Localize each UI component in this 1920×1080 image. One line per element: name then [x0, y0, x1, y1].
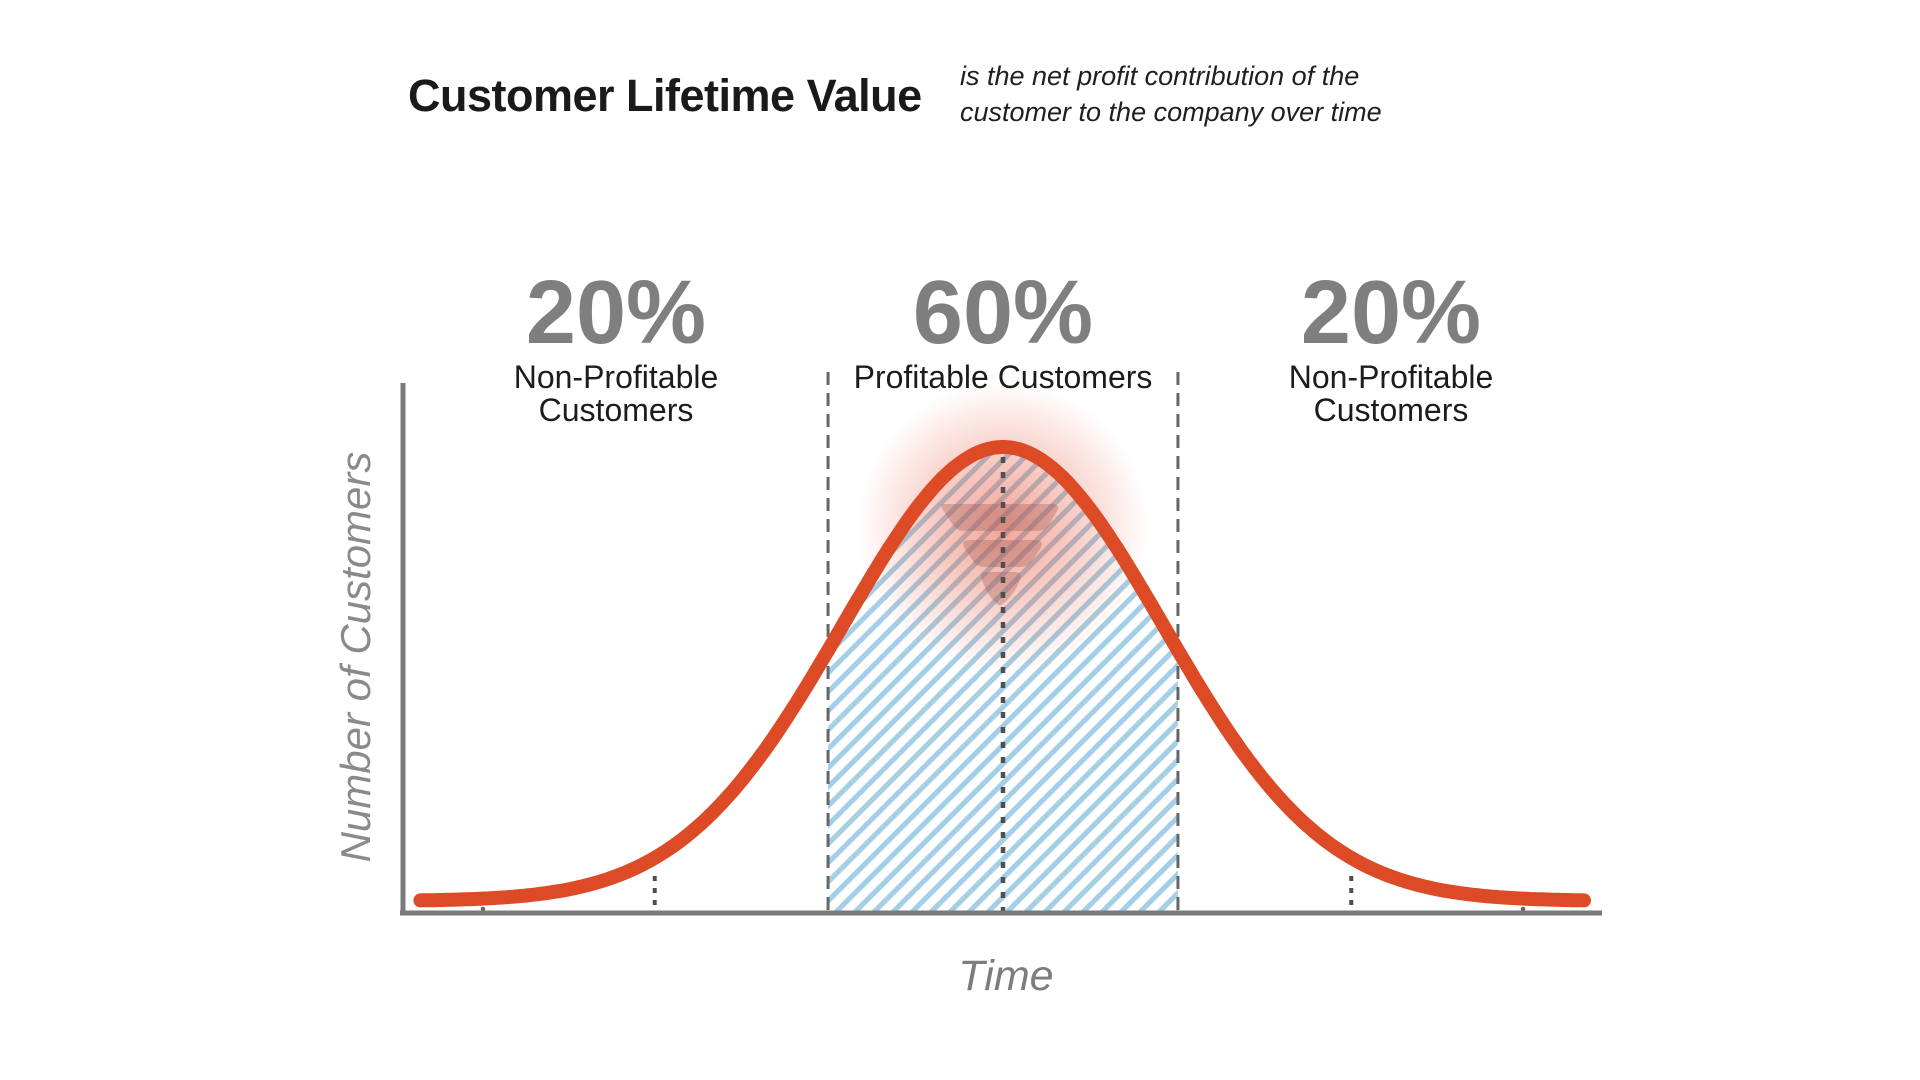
- segment-middle-percent: 60%: [912, 263, 1094, 363]
- peak-glow: [857, 382, 1149, 674]
- segment-left-heading: 20% Non-Profitable Customers: [514, 268, 719, 427]
- segment-left-label-line2: Customers: [538, 392, 694, 428]
- segment-left-label: Non-Profitable Customers: [514, 361, 719, 427]
- segment-right-label: Non-Profitable Customers: [1289, 361, 1494, 427]
- subtitle-line-1: is the net profit contribution of the: [960, 61, 1360, 91]
- x-axis-label: Time: [958, 952, 1054, 1000]
- bell-curve: [413, 440, 1591, 908]
- segment-left-percent: 20%: [525, 263, 707, 363]
- segment-left-label-line1: Non-Profitable: [513, 359, 719, 395]
- segment-right-label-line2: Customers: [1313, 392, 1469, 428]
- subtitle: is the net profit contribution of the cu…: [960, 58, 1382, 130]
- segment-right-percent: 20%: [1300, 263, 1482, 363]
- page-title: Customer Lifetime Value: [408, 70, 922, 121]
- x-axis-minor-dot-right: [1520, 906, 1526, 912]
- subtitle-line-2: customer to the company over time: [960, 97, 1382, 127]
- x-axis-minor-dot-left: [480, 906, 486, 912]
- y-axis-label: Number of Customers: [332, 451, 379, 863]
- segment-right-label-line1: Non-Profitable: [1288, 359, 1494, 395]
- segment-right-heading: 20% Non-Profitable Customers: [1289, 268, 1494, 427]
- funnel-watermark-icon: [941, 504, 1059, 606]
